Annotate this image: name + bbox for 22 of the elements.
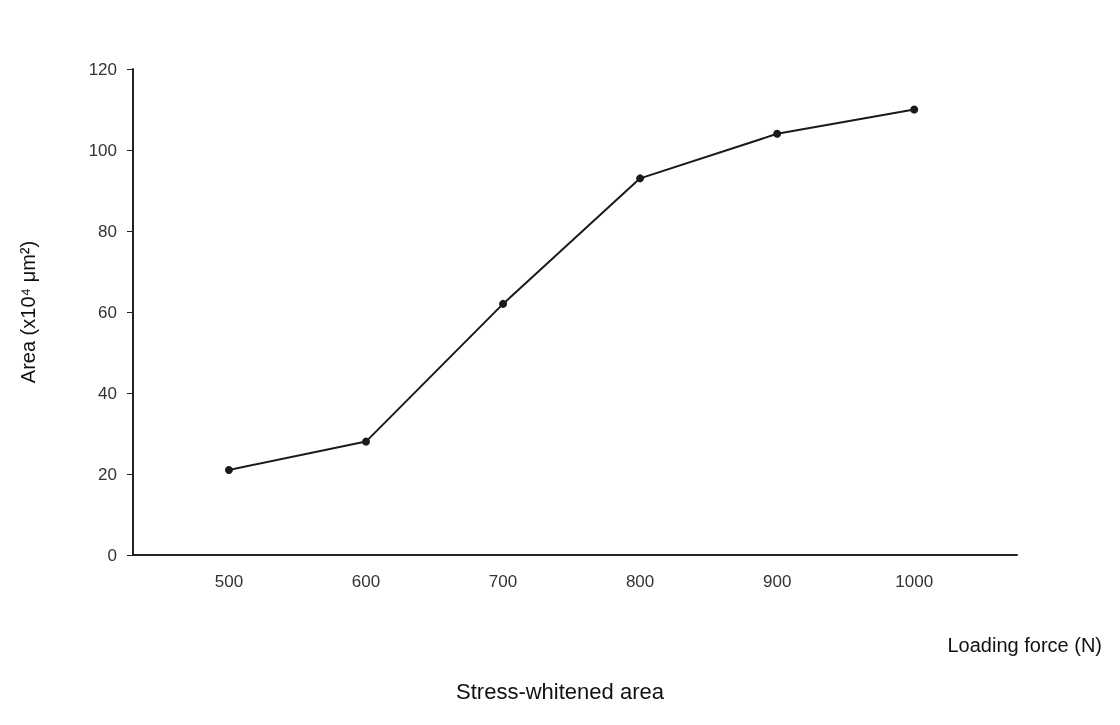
y-tick-label: 60 bbox=[98, 302, 117, 322]
y-tick-label: 20 bbox=[98, 464, 117, 484]
x-tick-label: 700 bbox=[488, 572, 518, 591]
point bbox=[636, 174, 645, 183]
point bbox=[773, 129, 782, 138]
y-tick-label: 120 bbox=[88, 59, 117, 79]
x-tick-label: 500 bbox=[214, 572, 244, 591]
x-tick-label: 900 bbox=[762, 572, 792, 591]
y-tick-label: 100 bbox=[88, 140, 117, 160]
y-tick-label: 40 bbox=[98, 383, 117, 403]
x-tick-label: 1000 bbox=[895, 572, 934, 591]
y-axis-title: Area (x10⁴ μm²) bbox=[17, 240, 39, 384]
x-tick-label: 800 bbox=[625, 572, 655, 591]
point bbox=[224, 465, 233, 474]
y-tick-label: 80 bbox=[98, 221, 117, 241]
point bbox=[910, 105, 919, 114]
x-tick-label: 600 bbox=[351, 572, 381, 591]
y-tick-label: 0 bbox=[107, 545, 117, 565]
text: Stress-whitened area bbox=[456, 678, 665, 704]
x-axis-title: Loading force (N) bbox=[947, 634, 1102, 656]
point bbox=[362, 437, 370, 446]
point bbox=[499, 299, 508, 308]
